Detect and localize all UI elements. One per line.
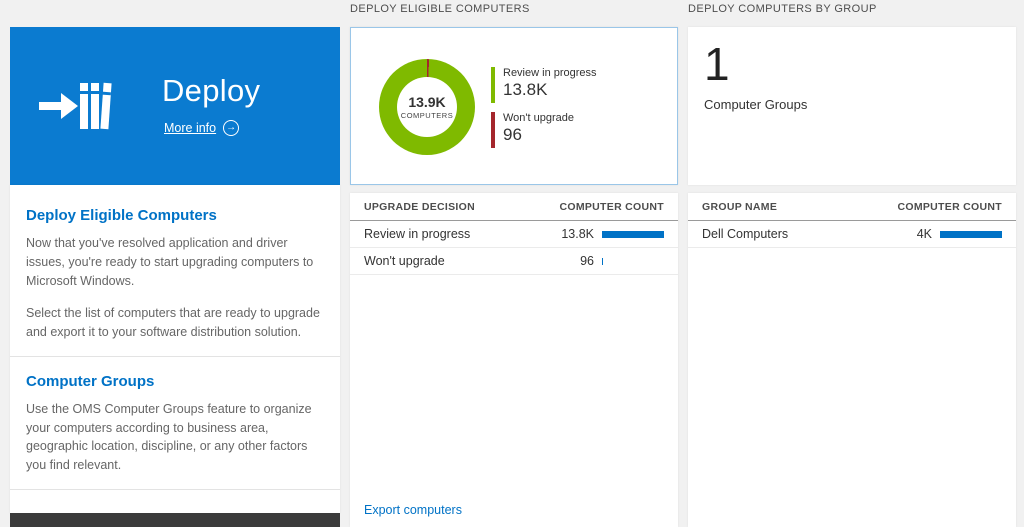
row-bar-track	[940, 230, 1002, 238]
table-row[interactable]: Dell Computers 4K	[688, 221, 1016, 248]
row-bar-track	[602, 257, 664, 265]
legend-value: 96	[503, 124, 522, 144]
tile-title: Deploy	[162, 73, 261, 108]
group-count-label: Computer Groups	[704, 97, 808, 112]
column-group-name: GROUP NAME	[702, 201, 778, 213]
description-card: Deploy Eligible Computers Now that you'v…	[10, 185, 340, 513]
row-value: 96	[580, 254, 594, 268]
legend-item-review: Review in progress 13.8K	[491, 66, 597, 103]
row-label: Won't upgrade	[364, 254, 445, 268]
column-upgrade-decision: UPGRADE DECISION	[364, 201, 475, 213]
table-row[interactable]: Review in progress 13.8K	[350, 221, 678, 248]
legend-swatch-green	[491, 66, 495, 103]
column-computer-count: COMPUTER COUNT	[559, 201, 664, 213]
legend-label: Won't upgrade	[503, 111, 575, 124]
donut-chart: 13.9K COMPUTERS	[379, 59, 475, 155]
row-bar	[940, 230, 1002, 238]
section-paragraph: Select the list of computers that are re…	[26, 306, 320, 339]
row-label: Review in progress	[364, 227, 471, 241]
table-row[interactable]: Won't upgrade 96	[350, 248, 678, 275]
row-bar	[602, 230, 664, 238]
deploy-tile[interactable]: Deploy More info →	[10, 27, 340, 185]
deploy-column: Deploy More info → Deploy Eligible Compu…	[10, 27, 340, 527]
deploy-icon	[38, 75, 112, 142]
computers-by-group-header: DEPLOY COMPUTERS BY GROUP	[688, 3, 877, 15]
eligible-donut-card[interactable]: 13.9K COMPUTERS Review in progress 13.8K…	[350, 27, 678, 185]
donut-center-label: COMPUTERS	[400, 111, 454, 120]
table-header: UPGRADE DECISION COMPUTER COUNT	[350, 193, 678, 221]
row-value: 4K	[916, 227, 932, 241]
donut-legend: Review in progress 13.8K Won't upgrade 9…	[491, 28, 597, 186]
table-header: GROUP NAME COMPUTER COUNT	[688, 193, 1016, 221]
row-value: 13.8K	[561, 227, 594, 241]
group-count-value: 1	[704, 38, 730, 90]
donut-center-value: 13.9K	[408, 94, 446, 110]
section-divider	[10, 488, 340, 490]
legend-item-wont-upgrade: Won't upgrade 96	[491, 111, 597, 148]
section-paragraph: Now that you've resolved application and…	[26, 236, 314, 288]
more-info-link[interactable]: More info	[164, 121, 217, 135]
legend-swatch-red	[491, 111, 495, 148]
donut-hole: 13.9K COMPUTERS	[397, 77, 457, 137]
section-heading-eligible: Deploy Eligible Computers	[26, 207, 217, 224]
groups-table-card: GROUP NAME COMPUTER COUNT Dell Computers…	[688, 193, 1016, 527]
row-label: Dell Computers	[702, 227, 789, 241]
column-computer-count: COMPUTER COUNT	[897, 201, 1002, 213]
section-divider	[10, 355, 340, 357]
legend-value: 13.8K	[503, 79, 548, 99]
eligible-table-card: UPGRADE DECISION COMPUTER COUNT Review i…	[350, 193, 678, 527]
legend-label: Review in progress	[503, 66, 597, 79]
tile-footer-bar	[10, 513, 340, 527]
section-paragraph: Use the OMS Computer Groups feature to o…	[26, 401, 312, 472]
computer-groups-count-card[interactable]: 1 Computer Groups	[688, 27, 1016, 185]
arrow-circle-icon[interactable]: →	[223, 120, 240, 136]
section-heading-groups: Computer Groups	[26, 372, 155, 390]
row-bar	[602, 257, 604, 265]
eligible-computers-header: DEPLOY ELIGIBLE COMPUTERS	[350, 3, 530, 15]
row-bar-track	[602, 230, 664, 238]
export-computers-link[interactable]: Export computers	[364, 503, 462, 517]
